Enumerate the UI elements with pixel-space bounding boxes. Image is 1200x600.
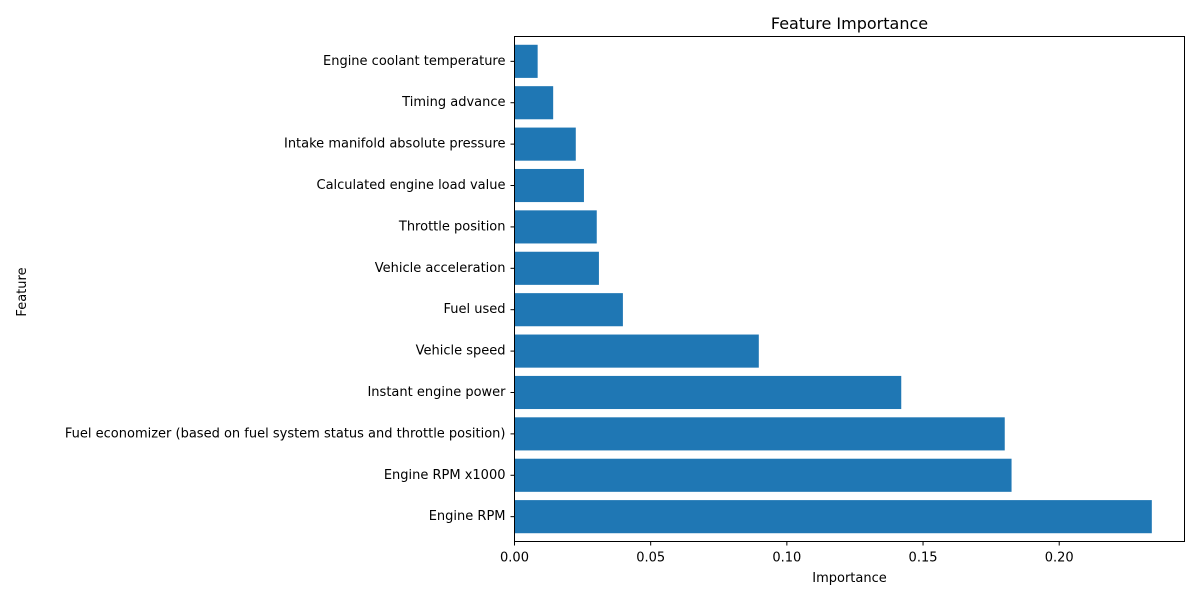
x-tick-label: 0.05 bbox=[636, 551, 665, 566]
y-ticks-group: Engine RPM Engine RPM x1000 Fuel economize… bbox=[65, 54, 515, 524]
y-tick-label: Timing advance bbox=[401, 95, 505, 110]
y-tick-label: Calculated engine load value bbox=[317, 178, 506, 193]
x-tick-label: 0.15 bbox=[909, 551, 938, 566]
bars-group bbox=[514, 44, 1152, 534]
y-tick-label: Engine RPM x1000 bbox=[384, 468, 506, 483]
y-tick-label: Instant engine power bbox=[367, 385, 506, 400]
bar bbox=[514, 375, 902, 410]
y-tick-label: Engine RPM bbox=[429, 509, 506, 524]
y-tick-label: Engine coolant temperature bbox=[323, 54, 506, 69]
x-tick-label: 0.00 bbox=[500, 551, 529, 566]
x-axis-label: Importance bbox=[812, 571, 887, 586]
bar bbox=[514, 210, 597, 244]
y-axis-label: Feature bbox=[15, 267, 30, 316]
y-tick-label: Fuel used bbox=[443, 302, 505, 317]
bar bbox=[514, 251, 599, 285]
plot-frame bbox=[514, 36, 1185, 542]
bar bbox=[514, 458, 1012, 492]
y-tick-label: Fuel economizer (based on fuel system st… bbox=[65, 426, 506, 441]
y-tick-label: Intake manifold absolute pressure bbox=[284, 137, 506, 152]
bar bbox=[514, 417, 1005, 451]
y-tick-label: Throttle position bbox=[398, 219, 506, 234]
bar bbox=[514, 500, 1152, 534]
bar bbox=[514, 86, 554, 120]
bar bbox=[514, 334, 759, 368]
x-tick-label: 0.10 bbox=[772, 551, 801, 566]
bar bbox=[514, 44, 538, 78]
bar bbox=[514, 127, 576, 161]
bar bbox=[514, 293, 623, 327]
bar bbox=[514, 168, 584, 203]
chart-title: Feature Importance bbox=[771, 14, 928, 33]
x-ticks-group: 0.00 0.05 0.10 0.15 0.20 bbox=[500, 541, 1074, 566]
x-tick-label: 0.20 bbox=[1045, 551, 1074, 566]
y-tick-label: Vehicle speed bbox=[416, 344, 506, 359]
y-tick-label: Vehicle acceleration bbox=[375, 261, 506, 276]
